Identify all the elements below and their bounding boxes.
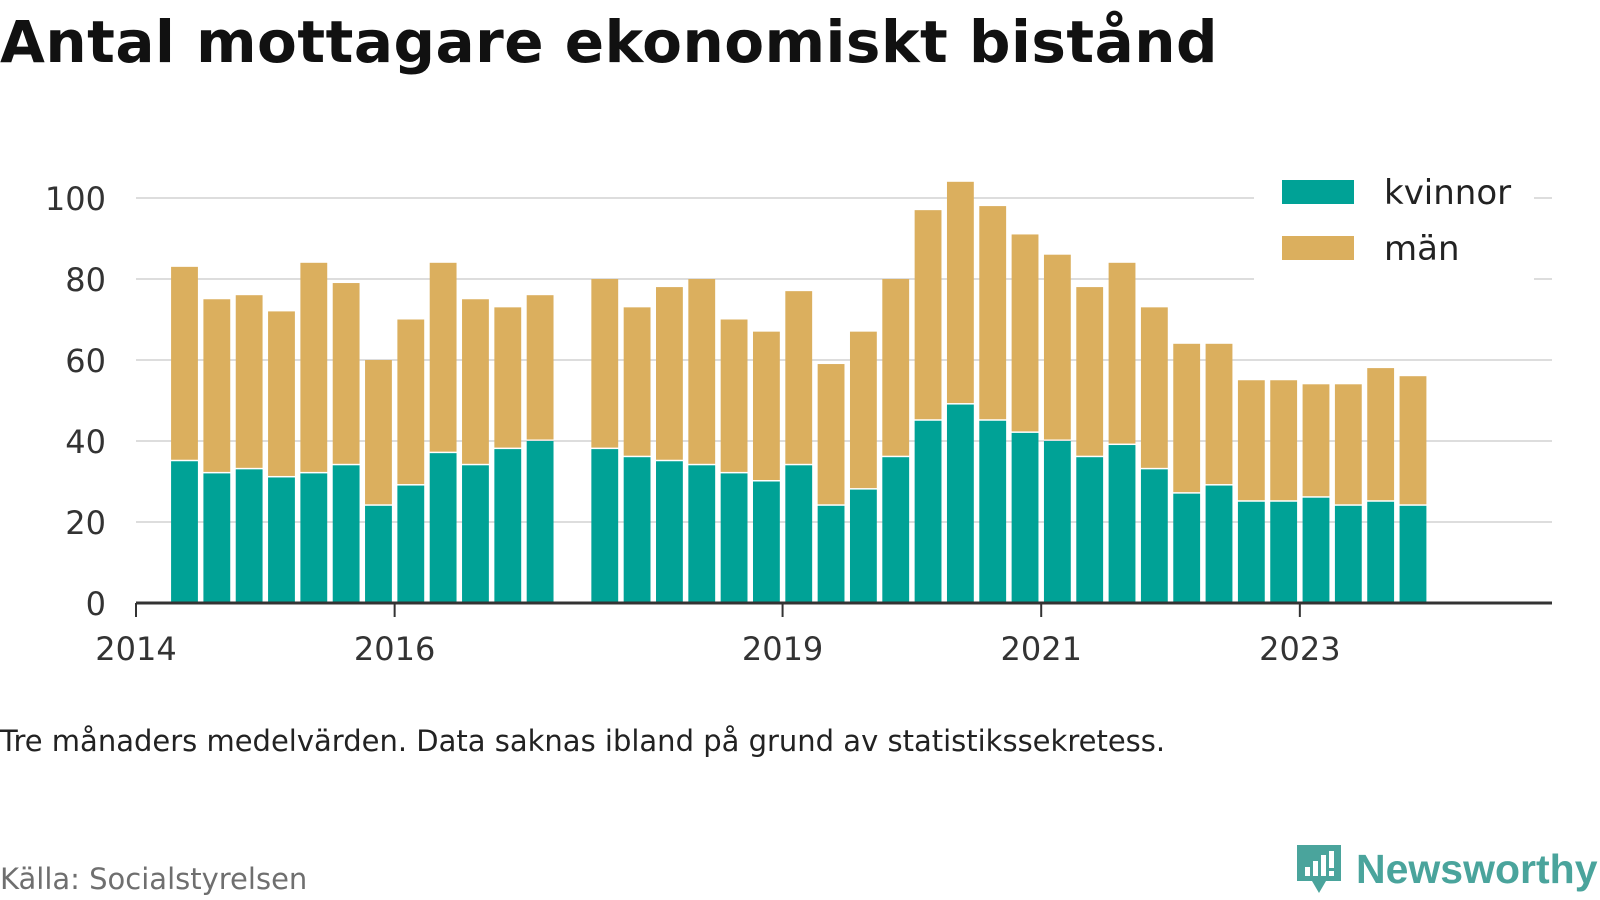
x-tick-label: 2016 (354, 630, 435, 668)
newsworthy-logo-icon (1297, 845, 1341, 893)
bar-man (235, 295, 263, 468)
y-tick-label: 60 (65, 342, 106, 380)
brand-name: Newsworthy (1356, 845, 1598, 892)
bar-man (1173, 343, 1201, 493)
bar-man (1237, 380, 1265, 501)
bar-kvinnor (1140, 469, 1168, 602)
chart-note: Tre månaders medelvärden. Data saknas ib… (0, 724, 1166, 758)
bar-man (688, 279, 716, 464)
bar-man (752, 331, 780, 480)
bar-kvinnor (1367, 501, 1395, 602)
bar-kvinnor (785, 465, 813, 602)
bar-kvinnor (526, 441, 554, 602)
bar-man (1108, 262, 1136, 444)
source-credit: Källa: Socialstyrelsen (0, 862, 308, 896)
y-tick-label: 40 (65, 423, 106, 461)
bar-kvinnor (235, 469, 263, 602)
x-tick-label: 2019 (742, 630, 823, 668)
bar-man (946, 181, 974, 404)
bar-man (1302, 384, 1330, 497)
legend-label: män (1384, 229, 1460, 269)
bar-kvinnor (882, 457, 910, 602)
bar-kvinnor (1011, 432, 1039, 602)
bar-kvinnor (720, 473, 748, 602)
bar-man (203, 299, 231, 472)
bar-man (656, 287, 683, 460)
bar-man (849, 331, 877, 489)
y-tick-label: 80 (65, 261, 106, 299)
legend-label: kvinnor (1384, 173, 1511, 213)
bar-kvinnor (462, 465, 489, 602)
bar-kvinnor (914, 420, 942, 602)
bar-man (526, 295, 554, 440)
brand-logo[interactable]: Newsworthy (1294, 840, 1598, 898)
legend-swatch (1282, 236, 1354, 260)
bar-kvinnor (1237, 501, 1265, 602)
bar-kvinnor (1076, 457, 1104, 602)
bar-kvinnor (300, 473, 328, 602)
bar-man (623, 307, 651, 456)
bar-man (1011, 234, 1039, 432)
bar-kvinnor (623, 457, 651, 602)
bar-kvinnor (332, 465, 360, 602)
bar-kvinnor (849, 489, 877, 602)
bar-man (171, 266, 198, 460)
chart-title: Antal mottagare ekonomiskt bistånd (0, 8, 1219, 76)
bar-kvinnor (429, 453, 457, 602)
bar-kvinnor (817, 505, 845, 602)
y-tick-label: 100 (45, 180, 106, 218)
bar-kvinnor (688, 465, 716, 602)
bar-man (462, 299, 489, 464)
bar-man (1399, 376, 1427, 505)
bar-man (785, 291, 813, 464)
bar-man (1140, 307, 1168, 468)
bar-kvinnor (1043, 441, 1071, 602)
bar-kvinnor (397, 485, 425, 602)
bar-man (429, 262, 457, 452)
bar-man (332, 283, 360, 464)
bar-kvinnor (1270, 501, 1298, 602)
x-tick-label: 2023 (1259, 630, 1340, 668)
bar-man (1043, 254, 1071, 440)
bar-man (300, 262, 328, 472)
bar-man (494, 307, 522, 448)
y-tick-label: 0 (86, 585, 106, 623)
bar-kvinnor (1302, 497, 1330, 602)
bar-kvinnor (1108, 445, 1136, 602)
x-tick-label: 2021 (1000, 630, 1081, 668)
bar-man (591, 279, 619, 448)
bar-kvinnor (494, 449, 522, 602)
bar-kvinnor (946, 404, 974, 602)
bar-man (817, 364, 845, 505)
bar-man (720, 319, 748, 472)
bar-kvinnor (203, 473, 231, 602)
bar-kvinnor (365, 505, 392, 602)
bar-man (1076, 287, 1104, 456)
bar-man (1205, 343, 1233, 485)
bar-man (365, 360, 392, 505)
bar-man (979, 206, 1007, 420)
bar-kvinnor (1399, 505, 1427, 602)
bar-man (1334, 384, 1362, 505)
bar-man (1367, 368, 1395, 501)
bar-kvinnor (1173, 493, 1201, 602)
bar-kvinnor (171, 461, 198, 602)
bar-kvinnor (591, 449, 619, 602)
bar-kvinnor (1205, 485, 1233, 602)
bar-man (397, 319, 425, 485)
bar-kvinnor (656, 461, 683, 602)
bar-man (268, 311, 295, 476)
bar-kvinnor (979, 420, 1007, 602)
x-tick-label: 2014 (95, 630, 176, 668)
bar-man (882, 279, 910, 456)
bar-kvinnor (268, 477, 295, 602)
bar-kvinnor (752, 481, 780, 602)
bar-kvinnor (1334, 505, 1362, 602)
bar-man (914, 210, 942, 420)
bar-man (1270, 380, 1298, 501)
legend-swatch (1282, 180, 1354, 204)
y-tick-label: 20 (65, 504, 106, 542)
